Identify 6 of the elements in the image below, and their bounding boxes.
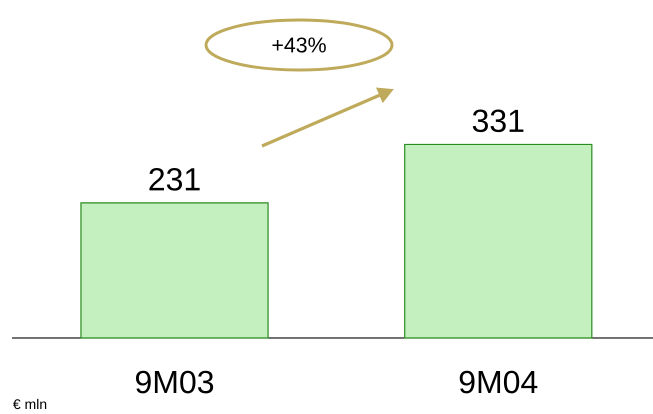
x-tick-label: 9M03 [136,370,214,394]
text: € mln [12,398,46,410]
data-label: 231 [149,168,200,191]
text: +43% [272,37,326,53]
x-tick-label: 9M04 [460,370,538,394]
data-label: 331 [472,110,524,132]
